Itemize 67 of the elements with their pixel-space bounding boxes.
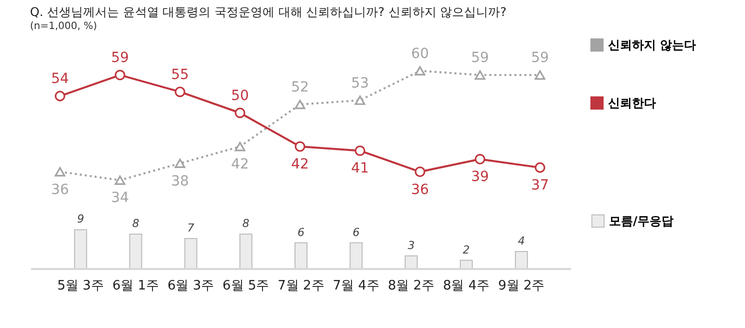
- x-tick-label: 6월 1주: [112, 278, 160, 294]
- point: [474, 154, 486, 164]
- bar: [239, 234, 252, 270]
- point: [234, 108, 246, 118]
- point: [534, 70, 546, 80]
- data-label: 6: [298, 226, 304, 239]
- x-tick-label: 5월 3주: [57, 278, 104, 294]
- data-label: 2: [462, 243, 470, 256]
- data-label: 55: [171, 66, 189, 83]
- bar: [350, 242, 363, 270]
- point: [354, 96, 366, 105]
- x-tick-label: 8월 2주: [388, 278, 435, 294]
- data-label: 60: [411, 46, 429, 62]
- point: [234, 142, 246, 152]
- data-label: 42: [291, 156, 309, 173]
- data-label: 54: [51, 71, 69, 88]
- data-label: 4: [518, 234, 525, 248]
- data-label: 36: [51, 182, 69, 198]
- data-label: 42: [231, 156, 249, 173]
- data-label: 3: [408, 238, 415, 252]
- bar: [74, 229, 88, 270]
- bar: [404, 255, 418, 270]
- point: [294, 141, 306, 152]
- data-label: 38: [171, 173, 189, 190]
- data-label: 36: [411, 182, 429, 198]
- x-tick-label: 6월 5주: [222, 278, 270, 294]
- data-label: 39: [471, 169, 489, 186]
- x-tick-label: 9월 2주: [498, 278, 545, 294]
- data-label: 52: [291, 79, 309, 96]
- data-label: 8: [242, 217, 250, 230]
- point: [54, 167, 66, 176]
- point: [414, 166, 426, 178]
- point: [114, 70, 126, 80]
- data-label: 6: [352, 226, 360, 239]
- bar: [294, 242, 308, 270]
- point: [174, 86, 186, 98]
- data-label: 59: [111, 50, 129, 66]
- point: [354, 145, 366, 156]
- text: (n=1,000, %): [30, 21, 98, 32]
- data-label: 50: [231, 88, 249, 104]
- bar: [129, 234, 142, 270]
- bar: [184, 238, 198, 270]
- point: [174, 158, 186, 168]
- data-label: 53: [351, 75, 369, 92]
- x-tick-label: 7월 4주: [332, 278, 380, 294]
- legend-label: 신뢰한다: [608, 96, 656, 110]
- data-label: 8: [132, 217, 140, 230]
- x-tick-label: 6월 3주: [167, 278, 214, 294]
- point: [294, 100, 306, 110]
- point: [54, 90, 66, 102]
- legend-label: 신뢰하지 않는다: [608, 38, 696, 52]
- x-tick-label: 8월 4주: [442, 278, 490, 294]
- bar: [514, 251, 528, 270]
- data-label: 34: [111, 190, 129, 206]
- legend-label: 모름/무응답: [609, 214, 674, 228]
- data-label: 7: [187, 221, 194, 234]
- data-label: 59: [531, 50, 549, 66]
- chart-title: Q. 선생님께서는 윤석열 대통령의 국정운영에 대해 신뢰하십니까? 신뢰하지 않으십니까?: [30, 5, 507, 19]
- data-label: 59: [471, 50, 489, 66]
- point: [534, 162, 546, 173]
- data-label: 9: [77, 212, 84, 226]
- data-label: 37: [531, 178, 549, 194]
- x-tick-label: 7월 2주: [278, 278, 324, 294]
- data-label: 41: [351, 160, 369, 177]
- point: [474, 70, 486, 80]
- point: [114, 176, 126, 185]
- point: [414, 66, 426, 76]
